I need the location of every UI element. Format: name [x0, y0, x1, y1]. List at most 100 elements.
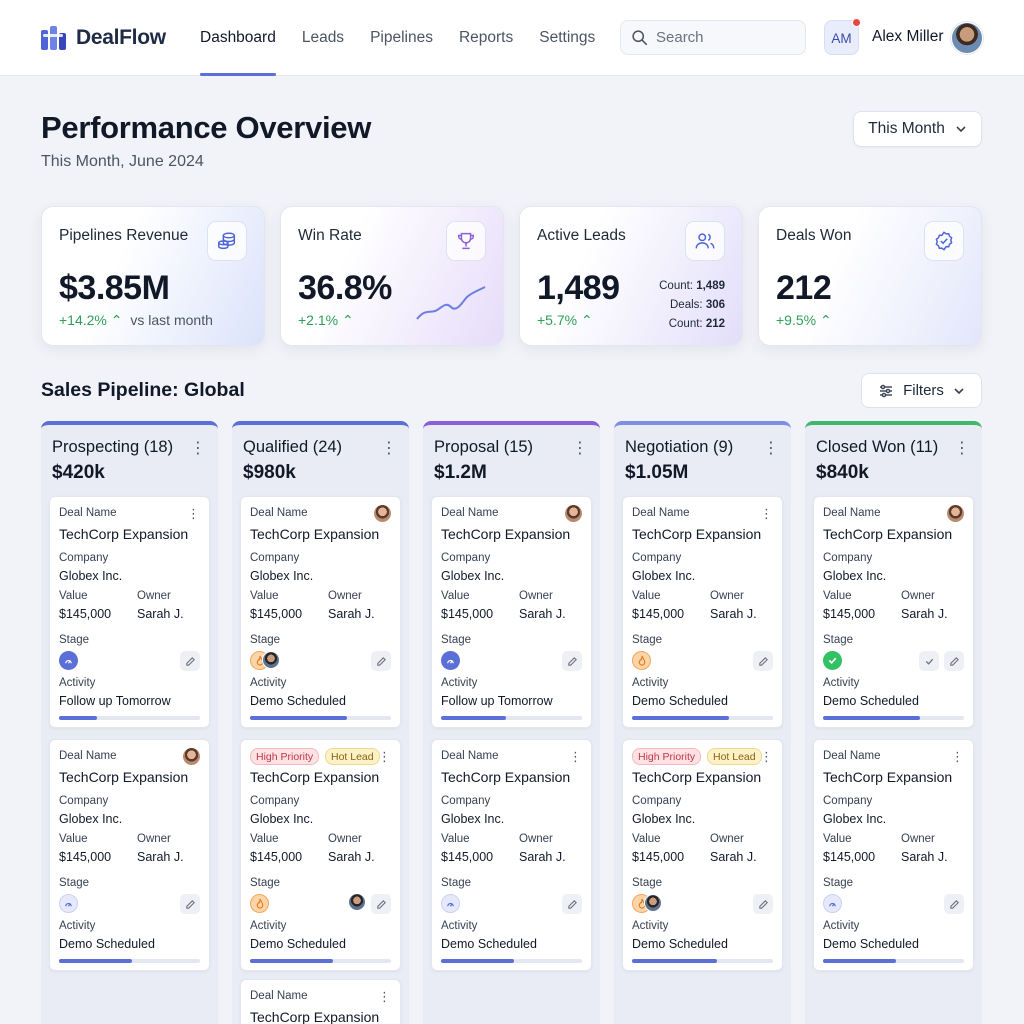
gauge-icon: [59, 651, 78, 670]
edit-icon[interactable]: [753, 894, 773, 914]
owner-avatar[interactable]: [183, 748, 200, 765]
deal-card[interactable]: Deal Name ⋮ TechCorp Expansion Company Globe…: [431, 739, 592, 971]
owner-avatar[interactable]: [565, 505, 582, 522]
edit-icon[interactable]: [562, 894, 582, 914]
search-box[interactable]: [620, 20, 806, 55]
value-label: Value: [632, 833, 661, 845]
deal-card[interactable]: Deal Name TechCorp Expansion Company Globex…: [431, 496, 592, 728]
nav-reports[interactable]: Reports: [458, 29, 514, 46]
owner-label: Owner: [328, 590, 362, 602]
company-label: Company: [632, 552, 682, 564]
owner-avatar[interactable]: [262, 651, 280, 669]
kpi-delta-value: +9.5%: [776, 312, 817, 328]
nav-settings[interactable]: Settings: [539, 29, 596, 46]
nav-dashboard[interactable]: Dashboard: [200, 0, 276, 76]
kpi-card-revenue[interactable]: Pipelines Revenue $3.85M +14.2% ⌃ vs las…: [41, 206, 265, 346]
more-vertical-icon[interactable]: ⋮: [381, 440, 397, 457]
nav-leads[interactable]: Leads: [301, 29, 345, 46]
more-vertical-icon[interactable]: ⋮: [954, 440, 970, 457]
edit-icon[interactable]: [180, 651, 200, 671]
deal-card[interactable]: Deal Name ⋮ TechCorp Expansion: [240, 979, 401, 1024]
more-vertical-icon[interactable]: ⋮: [187, 506, 200, 521]
deal-card[interactable]: High Priority Hot Lead ⋮ TechCorp Expansion…: [622, 739, 783, 971]
activity-label: Activity: [823, 677, 860, 689]
deal-name-label: Deal Name: [823, 507, 881, 519]
kpi-card-deals-won[interactable]: Deals Won 212 +9.5% ⌃: [758, 206, 982, 346]
kpi-value: 1,489: [537, 269, 620, 307]
pipeline-column: Closed Won (11) $840k ⋮ Deal Name TechCorp E…: [805, 421, 982, 1024]
company-label: Company: [59, 795, 109, 807]
deal-title: TechCorp Expansion: [441, 526, 571, 542]
value-label: Value: [441, 833, 470, 845]
edit-icon[interactable]: [562, 651, 582, 671]
user-avatar[interactable]: [951, 22, 983, 54]
page-subtitle: This Month, June 2024: [41, 153, 204, 170]
deal-title: TechCorp Expansion: [250, 526, 380, 542]
deal-card[interactable]: Deal Name ⋮ TechCorp Expansion Company Globe…: [813, 739, 974, 971]
progress-fill: [823, 716, 921, 720]
progress-fill: [441, 716, 506, 720]
company-label: Company: [632, 795, 682, 807]
kpi-label: Pipelines Revenue: [59, 227, 189, 244]
owner-avatar[interactable]: [348, 893, 366, 911]
kpi-card-win-rate[interactable]: Win Rate 36.8% +2.1% ⌃: [280, 206, 504, 346]
edit-icon[interactable]: [371, 894, 391, 914]
period-dropdown[interactable]: This Month: [853, 111, 982, 147]
kpi-card-active-leads[interactable]: Active Leads 1,489 +5.7% ⌃ Count: 1,489 …: [519, 206, 743, 346]
edit-icon[interactable]: [944, 894, 964, 914]
more-vertical-icon[interactable]: ⋮: [763, 440, 779, 457]
chevron-down-icon: [956, 126, 966, 133]
arrow-up-icon: ⌃: [819, 312, 832, 328]
stage-label: Stage: [59, 634, 90, 646]
deal-card[interactable]: Deal Name ⋮ TechCorp Expansion Company Globe…: [622, 496, 783, 728]
check-icon[interactable]: [919, 651, 939, 671]
owner-avatar[interactable]: [947, 505, 964, 522]
deal-card[interactable]: Deal Name ⋮ TechCorp Expansion Company Globe…: [49, 496, 210, 728]
progress-bar: [823, 716, 964, 720]
app-logo[interactable]: DealFlow: [40, 24, 166, 52]
edit-icon[interactable]: [944, 651, 964, 671]
user-initials-badge[interactable]: AM: [824, 18, 861, 55]
owner-avatar[interactable]: [644, 894, 662, 912]
breakdown-label: Deals:: [670, 299, 703, 311]
more-vertical-icon[interactable]: ⋮: [569, 749, 582, 764]
edit-icon[interactable]: [180, 894, 200, 914]
activity-label: Activity: [250, 677, 287, 689]
deal-card[interactable]: Deal Name TechCorp Expansion Company Globex…: [813, 496, 974, 728]
user-name[interactable]: Alex Miller: [872, 28, 944, 45]
edit-icon[interactable]: [753, 651, 773, 671]
deal-title: TechCorp Expansion: [59, 526, 189, 542]
filters-button[interactable]: Filters: [861, 373, 982, 408]
more-vertical-icon[interactable]: ⋮: [572, 440, 588, 457]
kpi-label: Win Rate: [298, 227, 362, 244]
activity-label: Activity: [632, 920, 669, 932]
company-label: Company: [250, 795, 300, 807]
more-vertical-icon[interactable]: ⋮: [760, 506, 773, 521]
gauge-icon: [59, 894, 78, 913]
deal-value: $145,000: [823, 850, 876, 864]
more-vertical-icon[interactable]: ⋮: [378, 749, 391, 764]
stage-label: Stage: [823, 877, 854, 889]
deal-card[interactable]: Deal Name TechCorp Expansion Company Globex…: [49, 739, 210, 971]
breakdown-value: 212: [705, 318, 725, 330]
deal-card[interactable]: Deal Name TechCorp Expansion Company Globex…: [240, 496, 401, 728]
more-vertical-icon[interactable]: ⋮: [190, 440, 206, 457]
stage-label: Stage: [250, 877, 281, 889]
company-value: Globex Inc.: [250, 569, 314, 583]
more-vertical-icon[interactable]: ⋮: [951, 749, 964, 764]
kpi-delta: +14.2% ⌃ vs last month: [59, 312, 213, 329]
users-icon: [685, 221, 725, 261]
app-name: DealFlow: [76, 26, 166, 49]
edit-icon[interactable]: [371, 651, 391, 671]
more-vertical-icon[interactable]: ⋮: [760, 749, 773, 764]
company-value: Globex Inc.: [441, 569, 505, 583]
deal-title: TechCorp Expansion: [632, 526, 762, 542]
owner-label: Owner: [519, 833, 553, 845]
activity-label: Activity: [441, 920, 478, 932]
owner-avatar[interactable]: [374, 505, 391, 522]
search-input[interactable]: [656, 29, 786, 46]
more-vertical-icon[interactable]: ⋮: [378, 989, 391, 1004]
deal-card[interactable]: High Priority Hot Lead ⋮ TechCorp Expansion…: [240, 739, 401, 971]
nav-pipelines[interactable]: Pipelines: [370, 29, 433, 46]
activity-value: Demo Scheduled: [250, 937, 346, 951]
